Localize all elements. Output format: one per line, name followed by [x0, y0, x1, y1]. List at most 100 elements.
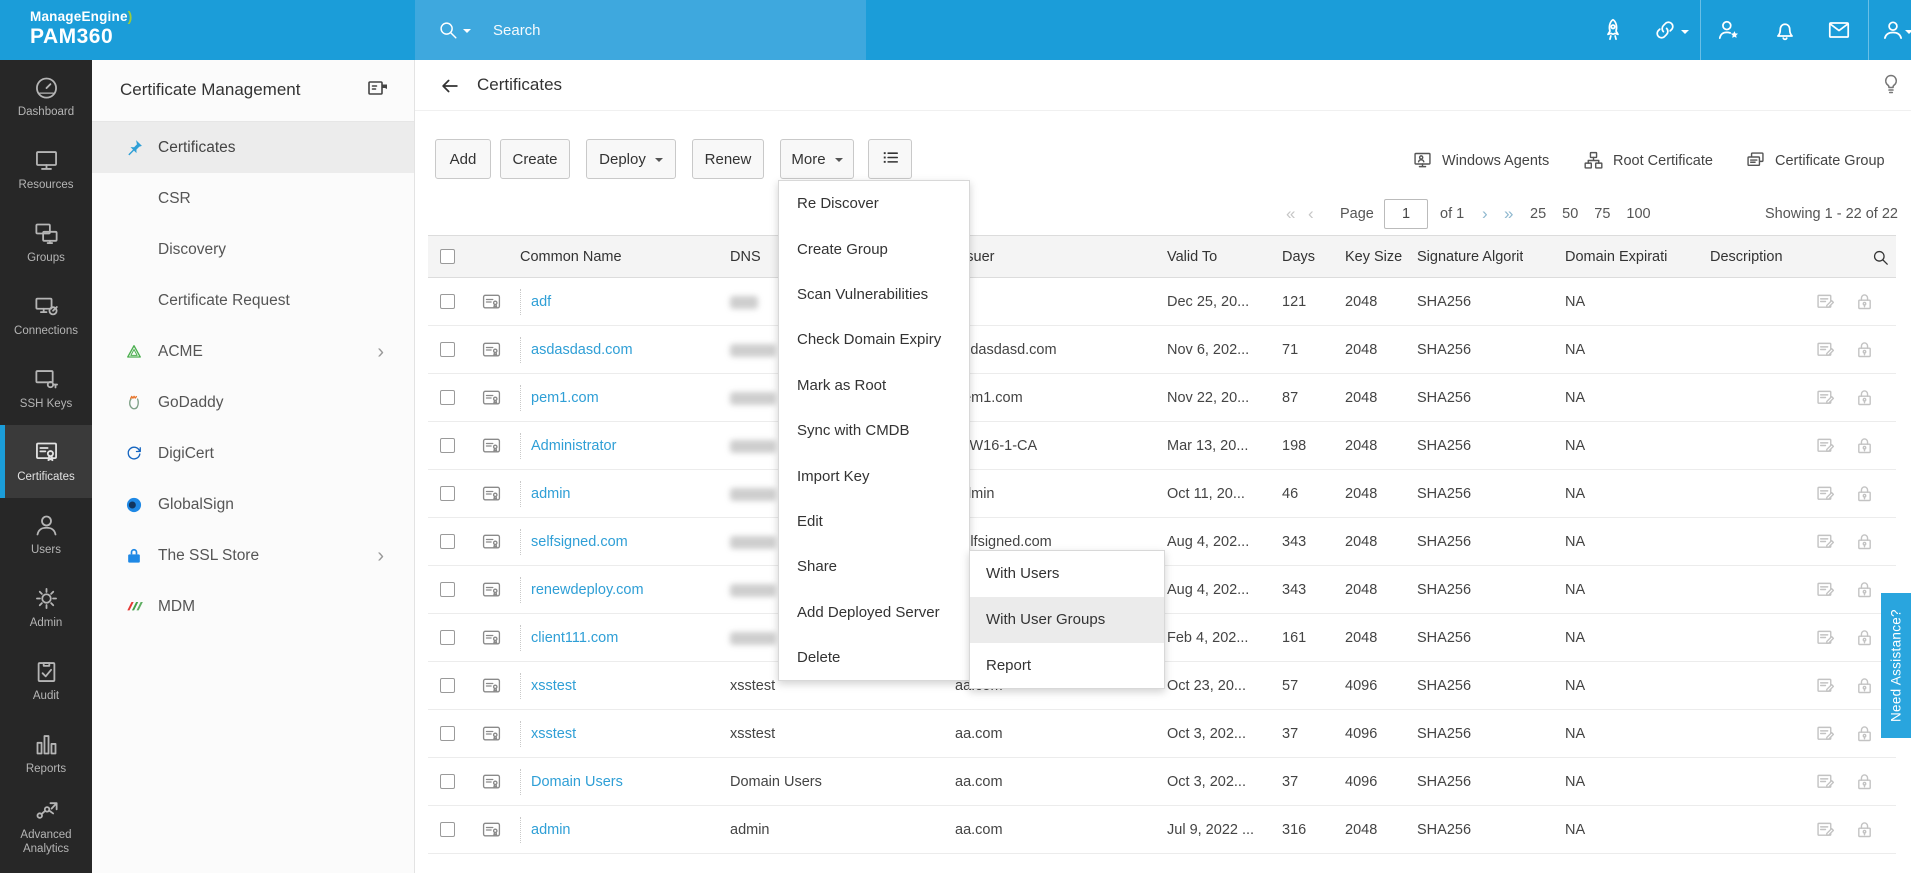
- common-name-link[interactable]: adf: [520, 288, 551, 315]
- next-page-button[interactable]: ›: [1482, 204, 1488, 223]
- row-checkbox[interactable]: [440, 390, 455, 405]
- column-domain-expiration[interactable]: Domain Expirati: [1565, 248, 1668, 265]
- key-lock-icon[interactable]: [1854, 531, 1875, 552]
- key-lock-icon[interactable]: [1854, 387, 1875, 408]
- common-name-link[interactable]: admin: [520, 816, 571, 843]
- notifications-icon[interactable]: [1772, 17, 1798, 43]
- common-name-link[interactable]: xsstest: [520, 720, 576, 747]
- profile-icon[interactable]: [1880, 17, 1906, 43]
- menu-item-sync-with-cmdb[interactable]: Sync with CMDB: [797, 422, 910, 440]
- key-lock-icon[interactable]: [1854, 675, 1875, 696]
- column-days[interactable]: Days: [1282, 248, 1316, 265]
- nav-item-advanced-analytics[interactable]: Advanced Analytics: [0, 790, 92, 863]
- menu-item-delete[interactable]: Delete: [797, 649, 841, 667]
- panel-item-discovery[interactable]: Discovery: [158, 240, 227, 258]
- nav-item-reports[interactable]: Reports: [0, 717, 92, 790]
- key-lock-icon[interactable]: [1854, 339, 1875, 360]
- more-button[interactable]: More: [780, 139, 854, 179]
- page-input[interactable]: [1384, 199, 1428, 229]
- edit-note-icon[interactable]: [1815, 819, 1836, 840]
- certificate-group-link[interactable]: Certificate Group: [1745, 150, 1885, 171]
- menu-item-scan-vulnerabilities[interactable]: Scan Vulnerabilities: [797, 285, 929, 303]
- mail-icon[interactable]: [1826, 17, 1852, 43]
- row-checkbox[interactable]: [440, 486, 455, 501]
- edit-note-icon[interactable]: [1815, 579, 1836, 600]
- panel-item-certificate-request[interactable]: Certificate Request: [158, 291, 290, 309]
- key-lock-icon[interactable]: [1854, 291, 1875, 312]
- add-button[interactable]: Add: [435, 139, 491, 179]
- column-description[interactable]: Description: [1710, 248, 1783, 265]
- key-lock-icon[interactable]: [1854, 723, 1875, 744]
- column-key-size[interactable]: Key Size: [1345, 248, 1403, 265]
- page-size-75[interactable]: 75: [1594, 206, 1611, 222]
- key-lock-icon[interactable]: [1854, 771, 1875, 792]
- edit-note-icon[interactable]: [1815, 483, 1836, 504]
- menu-item-check-domain-expiry[interactable]: Check Domain Expiry: [797, 331, 942, 349]
- common-name-link[interactable]: Domain Users: [520, 768, 623, 795]
- search-icon[interactable]: [437, 19, 459, 41]
- search-input[interactable]: [493, 21, 813, 39]
- nav-item-certificates[interactable]: Certificates: [0, 425, 92, 498]
- panel-item-godaddy[interactable]: GoDaddy: [92, 377, 414, 428]
- root-certificate-link[interactable]: Root Certificate: [1583, 150, 1713, 171]
- panel-item-globalsign[interactable]: GlobalSign: [92, 479, 414, 530]
- edit-note-icon[interactable]: [1815, 771, 1836, 792]
- column-dns[interactable]: DNS: [730, 248, 761, 265]
- key-lock-icon[interactable]: [1854, 579, 1875, 600]
- edit-note-icon[interactable]: [1815, 339, 1836, 360]
- column-common-name[interactable]: Common Name: [520, 248, 622, 265]
- row-checkbox[interactable]: [440, 438, 455, 453]
- common-name-link[interactable]: xsstest: [520, 672, 576, 699]
- windows-agents-link[interactable]: Windows Agents: [1412, 150, 1549, 171]
- common-name-link[interactable]: renewdeploy.com: [520, 576, 644, 603]
- nav-item-users[interactable]: Users: [0, 498, 92, 571]
- panel-item-mdm[interactable]: MDM: [92, 581, 414, 632]
- row-checkbox[interactable]: [440, 342, 455, 357]
- common-name-link[interactable]: selfsigned.com: [520, 528, 628, 555]
- page-size-50[interactable]: 50: [1562, 206, 1579, 222]
- menu-item-edit[interactable]: Edit: [797, 512, 823, 530]
- row-checkbox[interactable]: [440, 822, 455, 837]
- page-size-100[interactable]: 100: [1626, 206, 1651, 222]
- key-lock-icon[interactable]: [1854, 483, 1875, 504]
- deploy-button[interactable]: Deploy: [586, 139, 676, 179]
- previous-page-button[interactable]: ‹: [1308, 204, 1314, 223]
- menu-item-import-key[interactable]: Import Key: [797, 467, 870, 485]
- page-size-25[interactable]: 25: [1530, 206, 1547, 222]
- panel-item-acme[interactable]: ACME ›: [92, 326, 414, 377]
- row-checkbox[interactable]: [440, 582, 455, 597]
- key-lock-icon[interactable]: [1854, 435, 1875, 456]
- edit-note-icon[interactable]: [1815, 387, 1836, 408]
- select-all-checkbox[interactable]: [440, 249, 455, 264]
- renew-button[interactable]: Renew: [692, 139, 764, 179]
- collapse-panel-icon[interactable]: [366, 77, 390, 101]
- nav-item-groups[interactable]: Groups: [0, 206, 92, 279]
- common-name-link[interactable]: pem1.com: [520, 384, 599, 411]
- menu-item-re-discover[interactable]: Re Discover: [797, 195, 879, 213]
- list-view-button[interactable]: [868, 139, 912, 179]
- nav-item-resources[interactable]: Resources: [0, 133, 92, 206]
- submenu-item-with-users[interactable]: With Users: [986, 565, 1060, 583]
- column-valid-to[interactable]: Valid To: [1167, 248, 1218, 265]
- key-lock-icon[interactable]: [1854, 819, 1875, 840]
- edit-note-icon[interactable]: [1815, 675, 1836, 696]
- panel-item-certificates[interactable]: Certificates: [92, 122, 414, 173]
- common-name-link[interactable]: Administrator: [520, 432, 616, 459]
- edit-note-icon[interactable]: [1815, 291, 1836, 312]
- first-page-button[interactable]: «: [1286, 204, 1296, 223]
- last-page-button[interactable]: »: [1504, 204, 1514, 223]
- common-name-link[interactable]: admin: [520, 480, 571, 507]
- need-assistance-tab[interactable]: Need Assistance?: [1881, 593, 1911, 738]
- submenu-item-with-user-groups[interactable]: With User Groups: [970, 596, 1164, 643]
- row-checkbox[interactable]: [440, 726, 455, 741]
- edit-note-icon[interactable]: [1815, 531, 1836, 552]
- search-scope-caret-icon[interactable]: [463, 29, 471, 37]
- create-button[interactable]: Create: [500, 139, 570, 179]
- menu-item-mark-as-root[interactable]: Mark as Root: [797, 376, 887, 394]
- panel-item-digicert[interactable]: DigiCert: [92, 428, 414, 479]
- row-checkbox[interactable]: [440, 630, 455, 645]
- nav-item-dashboard[interactable]: Dashboard: [0, 60, 92, 133]
- nav-item-ssh-keys[interactable]: SSH Keys: [0, 352, 92, 425]
- menu-item-share[interactable]: Share: [797, 558, 838, 576]
- nav-item-connections[interactable]: Connections: [0, 279, 92, 352]
